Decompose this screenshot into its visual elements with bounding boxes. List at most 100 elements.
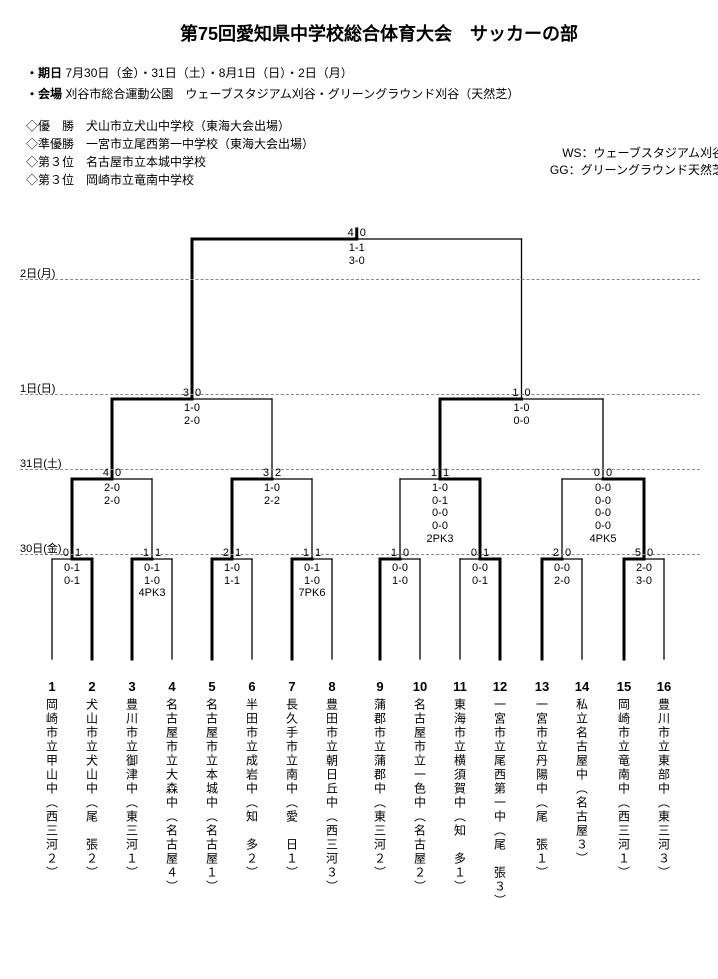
score-top: 0 1 [54,547,90,560]
day-row-label: 1日(日) [20,380,55,396]
team-name: 名古屋市立一色中（名古屋２） [412,698,429,894]
score-top: 0 1 [462,547,498,560]
score-top: 3 0 [174,387,210,400]
team-name: 岡崎市立竜南中（西三河１） [616,698,633,880]
score-top: 4 0 [94,467,130,480]
team-column: 9 蒲郡市立蒲郡中（東三河２） [360,679,400,883]
bracket-svg [20,199,700,679]
score-sub: 2-0 2-0 [90,482,134,507]
legend-ws: WS：ウェーブスタジアム刈谷 [550,144,718,161]
day-row-divider [20,394,700,395]
score-top: 2 0 [544,547,580,560]
team-number: 2 [72,679,112,694]
team-number: 12 [480,679,520,694]
team-column: 11 東海市立横須賀中（知 多１） [440,679,480,897]
team-number: 3 [112,679,152,694]
team-number: 9 [360,679,400,694]
score-top: 1 1 [422,467,458,480]
score-sub: 0-0 2-0 [540,562,584,587]
score-sub: 1-1 3-0 [335,242,379,267]
results-left: ◇優 勝 犬山市立犬山中学校（東海大会出場） ◇準優勝 一宮市立尾西第一中学校（… [26,116,314,189]
team-number: 1 [32,679,72,694]
score-top: 3 2 [254,467,290,480]
team-name: 一宮市立尾西第一中（尾 張３） [492,698,509,908]
team-number: 5 [192,679,232,694]
team-column: 7長久手市立南中（愛 日１） [272,679,312,883]
score-sub: 0-0 0-0 0-0 0-0 4PK5 [581,482,625,545]
team-name: 豊田市立朝日丘中（西三河３） [324,698,341,894]
score-top: 1 0 [382,547,418,560]
team-number: 13 [522,679,562,694]
score-top: 1 0 [504,387,540,400]
team-name: 半田市立成岩中（知 多２） [244,698,261,880]
team-column: 15 岡崎市立竜南中（西三河１） [604,679,644,883]
team-column: 5 名古屋市立本城中（名古屋１） [192,679,232,897]
score-top: 4 0 [339,227,375,240]
team-number: 6 [232,679,272,694]
team-name: 一宮市立丹陽中（尾 張１） [534,698,551,880]
score-sub: 0-0 1-0 [378,562,422,587]
team-column: 16 豊川市立東部中（東三河３） [644,679,684,883]
day-row-divider [20,279,700,280]
team-number: 8 [312,679,352,694]
team-column: 12 一宮市立尾西第一中（尾 張３） [480,679,520,911]
score-top: 1 1 [294,547,330,560]
bracket-diagram: 2日(月)1日(日)31日(土)30日(金)0 10-1 0-11 10-1 1… [20,199,700,939]
result-winner: ◇優 勝 犬山市立犬山中学校（東海大会出場） [26,117,314,134]
team-number: 4 [152,679,192,694]
team-name: 犬山市立犬山中（尾 張２） [84,698,101,880]
team-name: 名古屋市立大森中（名古屋４） [164,698,181,894]
team-column: 8 豊田市立朝日丘中（西三河３） [312,679,352,897]
day-row-label: 31日(土) [20,455,62,471]
team-column: 6 半田市立成岩中（知 多２） [232,679,272,883]
date-label: ・期日 [26,66,62,80]
score-sub: 1-0 0-1 0-0 0-0 2PK3 [418,482,462,545]
result-third-b: ◇第３位 岡崎市立竜南中学校 [26,171,314,188]
result-runnerup: ◇準優勝 一宮市立尾西第一中学校（東海大会出場） [26,135,314,152]
team-column: 13 一宮市立丹陽中（尾 張１） [522,679,562,883]
score-sub: 0-1 1-0 7PK6 [290,562,334,600]
team-number: 11 [440,679,480,694]
legend-gg: GG：グリーングラウンド天然芝 [550,161,718,178]
score-top: 1 1 [134,547,170,560]
score-sub: 1-0 2-0 [170,402,214,427]
info-venue: ・会場 刈谷市総合運動公園 ウェーブスタジアム刈谷・グリーングラウンド刈谷（天然… [26,85,718,102]
team-number: 16 [644,679,684,694]
team-name: 豊川市立御津中（東三河１） [124,698,141,880]
day-row-label: 2日(月) [20,265,55,281]
venue-text: 刈谷市総合運動公園 ウェーブスタジアム刈谷・グリーングラウンド刈谷（天然芝） [65,87,519,101]
score-sub: 0-1 1-0 4PK3 [130,562,174,600]
team-column: 4 名古屋市立大森中（名古屋４） [152,679,192,897]
day-row-divider [20,554,700,555]
team-column: 10 名古屋市立一色中（名古屋２） [400,679,440,897]
team-number: 10 [400,679,440,694]
team-number: 15 [604,679,644,694]
score-sub: 0-0 0-1 [458,562,502,587]
team-name: 私立名古屋中（名古屋３） [574,698,591,866]
team-name: 岡崎市立甲山中（西三河２） [44,698,61,880]
score-top: 5 0 [626,547,662,560]
score-top: 2 1 [214,547,250,560]
team-number: 14 [562,679,602,694]
results-block: ◇優 勝 犬山市立犬山中学校（東海大会出場） ◇準優勝 一宮市立尾西第一中学校（… [26,116,718,189]
score-sub: 1-0 2-2 [250,482,294,507]
date-text: 7月30日（金）・31日（土）・8月1日（日）・2日（月） [65,66,352,80]
score-sub: 1-0 1-1 [210,562,254,587]
team-name: 蒲郡市立蒲郡中（東三河２） [372,698,389,880]
team-column: 2 犬山市立犬山中（尾 張２） [72,679,112,883]
score-top: 0 0 [585,467,621,480]
team-name: 東海市立横須賀中（知 多１） [452,698,469,894]
score-sub: 1-0 0-0 [500,402,544,427]
team-column: 3 豊川市立御津中（東三河１） [112,679,152,883]
team-column: 1 岡崎市立甲山中（西三河２） [32,679,72,883]
team-name: 豊川市立東部中（東三河３） [656,698,673,880]
team-number: 7 [272,679,312,694]
score-sub: 2-0 3-0 [622,562,666,587]
result-third-a: ◇第３位 名古屋市立本城中学校 [26,153,314,170]
venue-label: ・会場 [26,87,62,101]
info-date: ・期日 7月30日（金）・31日（土）・8月1日（日）・2日（月） [26,64,718,81]
page-title: 第75回愛知県中学校総合体育大会 サッカーの部 [20,20,718,46]
team-name: 名古屋市立本城中（名古屋１） [204,698,221,894]
team-column: 14 私立名古屋中（名古屋３） [562,679,602,869]
score-sub: 0-1 0-1 [50,562,94,587]
